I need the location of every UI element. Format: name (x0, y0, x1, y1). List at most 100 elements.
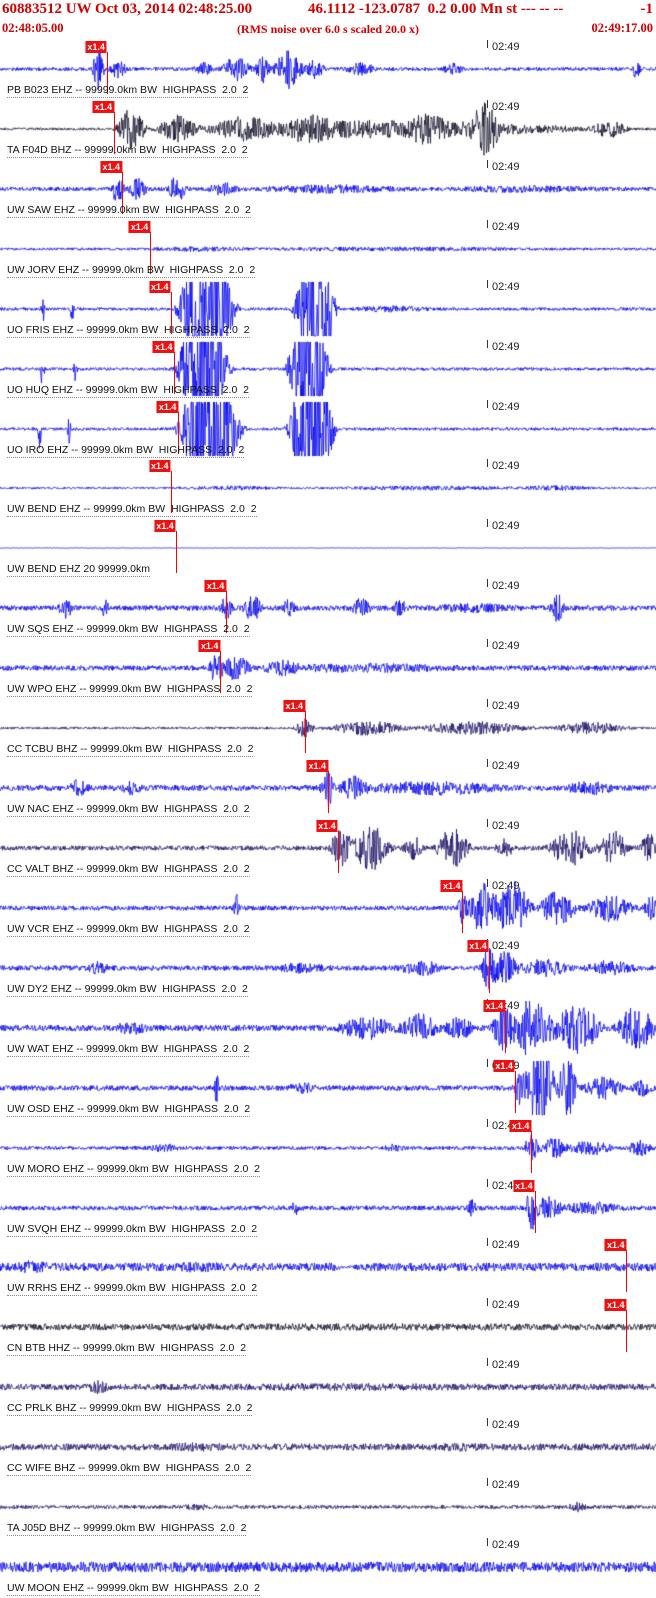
trace-row: 02:49 UW MOON EHZ -- 99999.0km BW HIGHPAS… (0, 1538, 656, 1598)
minute-tick-mark (487, 699, 488, 708)
trace-row: 02:49 x1.4 UO IRO EHZ -- 99999.0km BW HIGH… (0, 399, 656, 460)
event-flag: -1 (640, 1, 654, 17)
station-label: TA F04D BHZ -- 99999.0km BW HIGHPASS 2.0… (7, 143, 248, 158)
pick-marker-line[interactable] (220, 651, 222, 694)
pick-marker-line[interactable] (174, 351, 176, 394)
trace-waveform[interactable] (0, 339, 656, 400)
pick-scale-flag[interactable]: x1.4 (149, 280, 171, 293)
pick-scale-flag[interactable]: x1.4 (100, 160, 123, 173)
station-label: UW OSD EHZ -- 99999.0km BW HIGHPASS 2.0 … (7, 1102, 251, 1117)
trace-waveform[interactable] (0, 1418, 656, 1479)
minute-tick-mark (487, 579, 488, 588)
pick-scale-flag[interactable]: x1.4 (493, 1059, 515, 1072)
pick-marker-line[interactable] (106, 52, 108, 94)
pick-scale-flag[interactable]: x1.4 (92, 100, 115, 113)
trace-waveform[interactable] (0, 938, 656, 999)
minute-tick-label: 02:49 (492, 820, 520, 832)
pick-marker-line[interactable] (462, 890, 464, 933)
pick-scale-flag[interactable]: x1.4 (509, 1119, 532, 1132)
trace-waveform[interactable] (0, 459, 656, 520)
minute-tick-mark (487, 40, 488, 48)
pick-marker-line[interactable] (328, 771, 329, 814)
trace-waveform[interactable] (0, 1058, 656, 1119)
pick-scale-flag[interactable]: x1.4 (85, 41, 107, 53)
trace-waveform[interactable] (0, 399, 656, 460)
station-label: UO FRIS EHZ -- 99999.0km BW HIGHPASS 2.0… (7, 323, 250, 338)
pick-scale-flag[interactable]: x1.4 (149, 460, 171, 473)
minute-tick-label: 02:49 (492, 220, 520, 233)
pick-scale-flag[interactable]: x1.4 (604, 1239, 627, 1252)
pick-scale-flag[interactable]: x1.4 (316, 820, 338, 832)
pick-marker-line[interactable] (531, 1130, 533, 1173)
pick-marker-line[interactable] (122, 171, 124, 214)
scale-note: (RMS noise over 6.0 s scaled 20.0 x) (236, 22, 420, 36)
minute-tick-label: 02:49 (492, 460, 520, 473)
pick-scale-flag[interactable]: x1.4 (156, 400, 179, 413)
pick-marker-line[interactable] (170, 471, 172, 514)
trace-waveform[interactable] (0, 878, 656, 939)
pick-scale-flag[interactable]: x1.4 (283, 700, 306, 713)
station-label: UW SVQH EHZ -- 99999.0km BW HIGHPASS 2.0… (7, 1222, 258, 1237)
pick-scale-flag[interactable]: x1.4 (306, 760, 328, 773)
minute-tick-label: 02:49 (492, 1359, 520, 1372)
pick-marker-line[interactable] (626, 1310, 628, 1353)
pick-marker-line[interactable] (305, 711, 307, 754)
pick-marker-line[interactable] (150, 231, 152, 274)
trace-waveform[interactable] (0, 639, 656, 700)
pick-scale-flag[interactable]: x1.4 (440, 879, 463, 892)
pick-scale-flag[interactable]: x1.4 (604, 1299, 627, 1312)
station-label: TA J05D BHZ -- 99999.0km BW HIGHPASS 2.0… (7, 1522, 247, 1537)
trace-waveform[interactable] (0, 1358, 656, 1419)
minute-tick-mark (487, 759, 488, 768)
pick-marker-line[interactable] (488, 950, 490, 993)
trace-waveform[interactable] (0, 219, 656, 280)
minute-tick-mark (487, 399, 488, 408)
trace-waveform[interactable] (0, 579, 656, 640)
station-label: CC TCBU BHZ -- 99999.0km BW HIGHPASS 2.0… (7, 743, 254, 758)
pick-marker-line[interactable] (514, 1070, 516, 1113)
event-summary: 60883512 UW Oct 03, 2014 02:48:25.00 (2, 1, 253, 17)
minute-tick-label: 02:49 (492, 1179, 520, 1192)
station-label: UW MORO EHZ -- 99999.0km BW HIGHPASS 2.0… (7, 1162, 261, 1177)
station-label: CC PRLK BHZ -- 99999.0km BW HIGHPASS 2.0… (7, 1402, 253, 1417)
trace-row: 02:49 x1.4 UW WAT EHZ -- 99999.0km BW HIGH… (0, 998, 656, 1059)
pick-marker-line[interactable] (626, 1250, 628, 1293)
pick-scale-flag[interactable]: x1.4 (467, 939, 489, 952)
minute-tick-mark (487, 279, 488, 288)
station-label: UO IRO EHZ -- 99999.0km BW HIGHPASS 2.0 … (7, 443, 245, 458)
pick-scale-flag[interactable]: x1.4 (152, 340, 175, 353)
pick-marker-line[interactable] (337, 831, 339, 873)
pick-marker-line[interactable] (178, 411, 180, 454)
pick-marker-line[interactable] (505, 1010, 507, 1053)
pick-marker-line[interactable] (226, 591, 228, 634)
pick-scale-flag[interactable]: x1.4 (483, 999, 506, 1012)
minute-tick-mark (487, 219, 488, 228)
minute-tick-mark (487, 1538, 488, 1547)
trace-waveform[interactable] (0, 699, 656, 760)
pick-scale-flag[interactable]: x1.4 (128, 220, 151, 233)
station-label: UW BEND EHZ 20 99999.0km (7, 563, 150, 578)
trace-waveform[interactable] (0, 279, 656, 340)
trace-row: 02:49 x1.4 UW SVQH EHZ -- 99999.0km BW HIG… (0, 1178, 656, 1239)
trace-waveform[interactable] (0, 1238, 656, 1299)
pick-scale-flag[interactable]: x1.4 (204, 580, 227, 593)
trace-waveform[interactable] (0, 998, 656, 1059)
minute-tick-label: 02:49 (492, 400, 520, 413)
pick-marker-line[interactable] (534, 1190, 536, 1233)
trace-waveform[interactable] (0, 40, 656, 100)
trace-waveform[interactable] (0, 1118, 656, 1179)
trace-waveform[interactable] (0, 1178, 656, 1239)
pick-scale-flag[interactable]: x1.4 (513, 1179, 535, 1192)
pick-marker-line[interactable] (114, 111, 116, 154)
pick-scale-flag[interactable]: x1.4 (198, 640, 221, 653)
trace-waveform[interactable] (0, 1478, 656, 1539)
trace-waveform[interactable] (0, 1298, 656, 1359)
minute-tick-label: 02:49 (492, 640, 520, 653)
trace-waveform[interactable] (0, 1538, 656, 1598)
minute-tick-label: 02:49 (492, 1239, 520, 1252)
pick-marker-line[interactable] (175, 531, 177, 574)
pick-marker-line[interactable] (170, 291, 172, 334)
trace-waveform[interactable] (0, 519, 656, 580)
pick-scale-flag[interactable]: x1.4 (154, 520, 176, 533)
